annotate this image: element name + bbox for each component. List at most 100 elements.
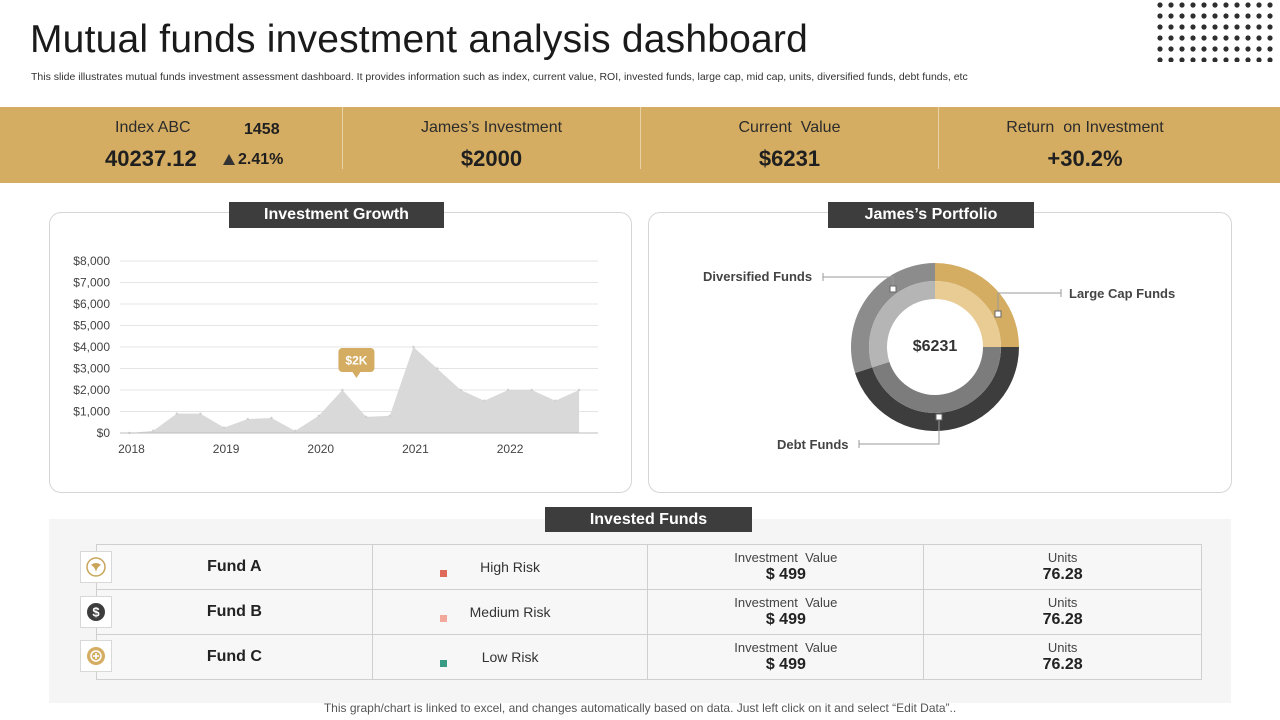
growth-data-point [388,414,391,417]
fund-name-cell: Fund C [96,634,373,680]
y-tick-label: $8,000 [73,254,110,268]
growth-data-point [364,415,368,419]
growth-data-point [246,417,249,421]
leader-marker [994,310,1002,318]
decorative-dot [1157,35,1163,41]
donut-slice-inner [935,281,1001,347]
y-tick-label: $6,000 [73,297,110,311]
units-cell: Units 76.28 [923,634,1202,680]
risk-label: Medium Risk [469,604,551,620]
decorative-dot [1157,57,1163,62]
portfolio-donut-chart[interactable] [649,213,1233,494]
decorative-dot [1168,46,1174,52]
footer-note: This graph/chart is linked to excel, and… [323,701,957,715]
growth-data-point [435,367,439,370]
units-value: 76.28 [1042,566,1083,583]
svg-text:$: $ [92,605,100,620]
decorative-dot [1179,24,1185,30]
kpi-roi: Return on Investment +30.2% [939,107,1231,183]
kpi-roi-value: +30.2% [1047,146,1123,171]
page-subtitle: This slide illustrates mutual funds inve… [31,71,968,83]
decorative-dot [1234,13,1240,19]
table-row[interactable]: Fund A High Risk Investment Value $ 499 … [96,544,1202,590]
growth-data-point [459,388,462,392]
decorative-dot [1168,2,1174,8]
decorative-dot [1157,24,1163,30]
decorative-dot [1223,24,1229,30]
x-tick-label: 2019 [213,442,240,456]
diversified-leader-line [823,276,894,288]
y-tick-label: $3,000 [73,362,110,376]
decorative-dot [1157,13,1163,19]
decorative-dot [1212,46,1218,52]
risk-indicator [439,660,447,667]
growth-data-point [412,345,415,349]
kpi-index-change: 2.41% [238,151,284,168]
growth-data-point [577,388,581,392]
x-tick-label: 2020 [307,442,334,456]
units-label: Units [1047,550,1078,565]
fund-c-icon [80,640,112,672]
portfolio-panel: $6231 Diversified Funds Large Cap Funds … [648,212,1232,493]
fund-name-cell: Fund A [96,544,373,590]
table-row[interactable]: Fund C Low Risk Investment Value $ 499 U… [96,634,1202,680]
decorative-dot [1256,24,1262,30]
growth-data-point [151,429,155,433]
kpi-current-label: Current Value [738,119,841,136]
donut-center [898,310,972,384]
decorative-dot [1212,24,1218,30]
x-tick-label: 2021 [402,442,429,456]
kpi-investment-value: $2000 [460,146,523,171]
kpi-index-label: Index ABC [115,119,191,136]
decorative-dot [1157,46,1163,52]
growth-data-point [530,388,533,392]
y-tick-label: $1,000 [73,405,110,419]
decorative-dot [1179,13,1185,19]
growth-data-point [199,412,202,415]
growth-data-point [554,399,557,402]
donut-slice-outer [935,263,1019,347]
decorative-dot [1234,24,1240,30]
units-label: Units [1047,595,1078,610]
decorative-dot [1267,35,1273,41]
risk-cell: Low Risk [371,634,649,680]
y-tick-label: $0 [97,426,111,440]
investment-growth-heading: Investment Growth [229,202,444,228]
decorative-dot [1245,57,1251,62]
units-cell: Units 76.28 [923,589,1202,635]
annotation-label: $2K [345,354,367,368]
donut-slice-inner [872,347,1001,413]
decorative-dot [1190,57,1196,62]
decorative-dot [1201,35,1207,41]
decorative-dot-pattern [1157,2,1273,62]
decorative-dot [1256,35,1262,41]
decorative-dot [1212,13,1218,19]
kpi-investment-label: James’s Investment [420,119,563,136]
decorative-dot [1168,35,1174,41]
risk-cell: High Risk [371,544,649,590]
debt-funds-label: Debt Funds [777,437,849,452]
decorative-dot [1256,2,1262,8]
growth-area-series [129,347,580,433]
fund-name-cell: Fund B [96,589,373,635]
table-row[interactable]: Fund B Medium Risk Investment Value $ 49… [96,589,1202,635]
decorative-dot [1245,2,1251,8]
investment-growth-panel: $0 $1,000 $2,000 $3,000 $4,000 $5,000 $6,000 $7… [49,212,632,493]
portfolio-center-value: $6231 [912,338,958,355]
kpi-divider [640,107,641,169]
up-arrow-icon [223,154,235,165]
decorative-dot [1190,24,1196,30]
investment-growth-chart[interactable]: $0 $1,000 $2,000 $3,000 $4,000 $5,000 $6,000 $7… [50,213,633,494]
fund-name: Fund C [206,648,262,665]
decorative-dot [1267,46,1273,52]
donut-slice-inner [869,281,935,368]
fund-name: Fund A [207,558,262,575]
large-cap-funds-label: Large Cap Funds [1069,286,1176,301]
kpi-current-value: Current Value $6231 [641,107,938,183]
investment-value-label: Investment Value [734,595,838,610]
debt-leader-line [859,417,940,445]
decorative-dot [1179,2,1185,8]
decorative-dot [1157,2,1163,8]
decorative-dot [1234,46,1240,52]
kpi-index: Index ABC 1458 40237.12 2.41% [0,107,342,183]
